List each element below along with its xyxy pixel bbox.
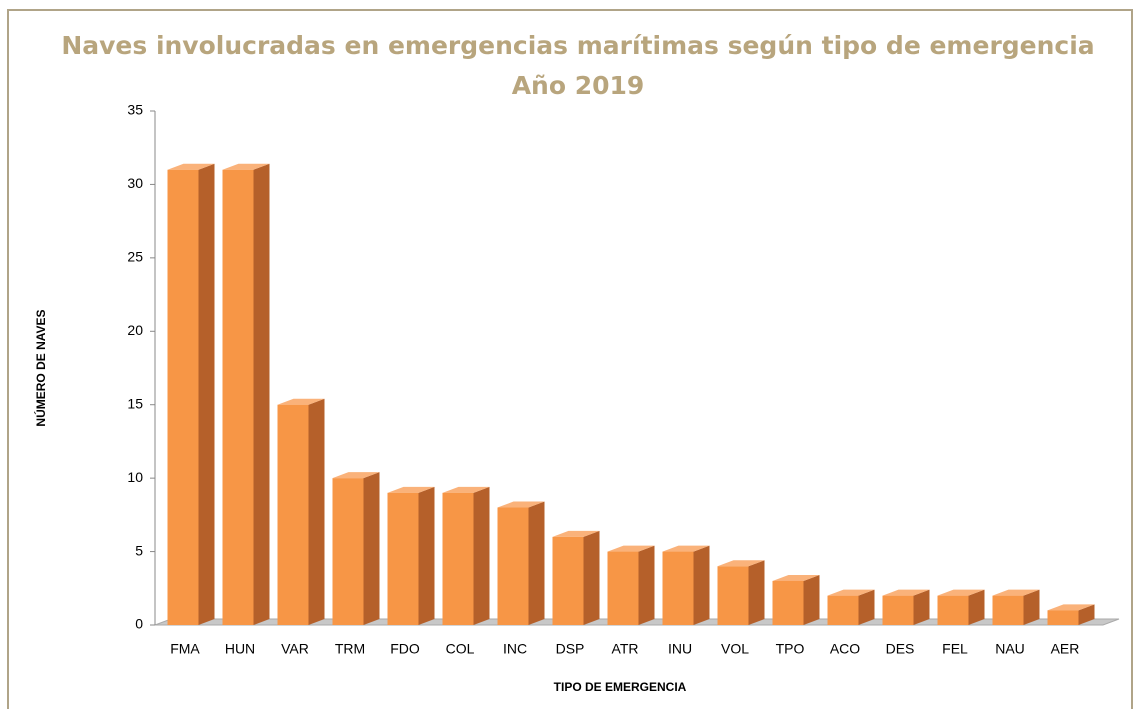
bar-top <box>937 589 985 596</box>
bar-top <box>717 560 765 567</box>
bar-top <box>992 589 1040 596</box>
x-tick-label: AER <box>1051 641 1080 657</box>
bar-top <box>662 545 710 552</box>
x-tick-label: FDO <box>390 641 420 657</box>
x-tick-label: INC <box>503 641 527 657</box>
bar-top <box>552 530 600 537</box>
bar <box>1047 610 1079 625</box>
x-tick-label: HUN <box>225 641 255 657</box>
bar-top <box>442 486 490 493</box>
y-tick-label: 30 <box>127 175 143 191</box>
bar <box>277 404 309 625</box>
bar <box>387 492 419 625</box>
x-tick-label: DES <box>886 641 915 657</box>
x-tick-label: ACO <box>830 641 860 657</box>
bar-top <box>277 398 325 405</box>
bar-top <box>387 486 435 493</box>
bar-top <box>772 574 820 581</box>
x-tick-label: COL <box>446 641 475 657</box>
bar-side <box>198 163 215 625</box>
bar-side <box>1023 589 1040 625</box>
y-tick-label: 10 <box>127 469 143 485</box>
bar-top <box>607 545 655 552</box>
bar <box>607 551 639 625</box>
bar <box>662 551 694 625</box>
y-tick-label: 20 <box>127 322 143 338</box>
bar <box>442 492 474 625</box>
x-tick-label: TPO <box>776 641 805 657</box>
x-tick-label: TRM <box>335 641 365 657</box>
x-tick-label: VAR <box>281 641 309 657</box>
bar-side <box>253 163 270 625</box>
x-tick-label: INU <box>668 641 692 657</box>
bar <box>167 169 199 625</box>
bar-side <box>528 501 545 625</box>
bar <box>552 536 584 625</box>
y-axis-title: NÚMERO DE NAVES <box>33 309 48 426</box>
x-tick-label: ATR <box>612 641 639 657</box>
x-tick-label: FEL <box>942 641 968 657</box>
bar-side <box>308 398 325 625</box>
x-tick-label: VOL <box>721 641 749 657</box>
bar-top <box>882 589 930 596</box>
y-tick-label: 0 <box>135 616 143 632</box>
bar <box>772 580 804 625</box>
bar-side <box>693 545 710 625</box>
bar <box>332 478 364 625</box>
bar <box>222 169 254 625</box>
bar <box>497 507 529 625</box>
x-tick-label: DSP <box>556 641 585 657</box>
bar-top <box>332 472 380 479</box>
bar-side <box>803 574 820 625</box>
chart-border <box>7 9 1133 709</box>
bar <box>882 595 914 625</box>
bar <box>717 566 749 625</box>
bar-top <box>1047 604 1095 611</box>
bar-side <box>583 530 600 625</box>
bar <box>992 595 1024 625</box>
bar <box>937 595 969 625</box>
bar-side <box>638 545 655 625</box>
bar-side <box>1078 604 1095 625</box>
y-tick-label: 15 <box>127 395 143 411</box>
bar-side <box>858 589 875 625</box>
bar <box>827 595 859 625</box>
bar-top <box>497 501 545 508</box>
bar-top <box>222 163 270 170</box>
bar-side <box>418 486 435 625</box>
bar-side <box>473 486 490 625</box>
bar-top <box>827 589 875 596</box>
x-axis-title: TIPO DE EMERGENCIA <box>554 680 687 694</box>
bar-side <box>748 560 765 625</box>
chart-title: Naves involucradas en emergencias maríti… <box>61 31 1094 60</box>
x-tick-label: FMA <box>170 641 200 657</box>
y-tick-label: 35 <box>127 102 143 118</box>
chart-subtitle: Año 2019 <box>512 71 645 100</box>
y-tick-label: 25 <box>127 249 143 265</box>
bar-top <box>167 163 215 170</box>
y-tick-label: 5 <box>135 542 143 558</box>
bar-side <box>363 472 380 625</box>
bar-side <box>968 589 985 625</box>
bar-side <box>913 589 930 625</box>
x-tick-label: NAU <box>995 641 1025 657</box>
